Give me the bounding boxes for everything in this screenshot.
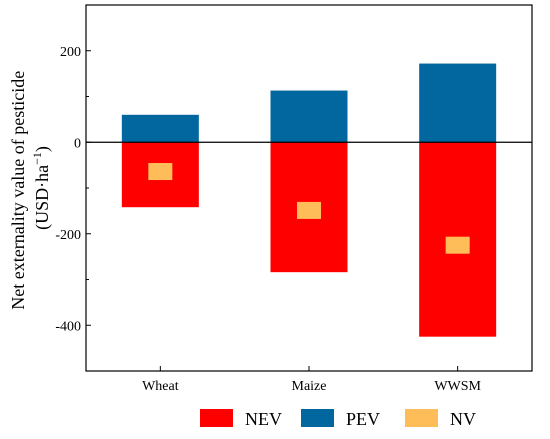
marker-nv-wheat	[148, 163, 173, 181]
y-tick-label: 200	[60, 45, 81, 60]
y-axis-label-line2-prefix: (USD·ha	[32, 165, 53, 230]
legend-swatch-pev	[301, 409, 334, 427]
legend-label-nv: NV	[450, 409, 476, 429]
y-axis-label-line2-sup: −1	[30, 152, 44, 165]
bar-pev-wheat	[121, 114, 199, 143]
x-tick-label-maize: Maize	[292, 379, 327, 394]
marker-nv-maize	[297, 201, 321, 219]
y-ticks: 200 0 -200 -400	[55, 45, 91, 334]
y-tick-label: -400	[55, 319, 81, 334]
bar-pev-maize	[270, 90, 348, 143]
marker-nv-wwsm	[445, 236, 470, 254]
bars-layer	[121, 63, 497, 337]
nv-markers-layer	[148, 163, 470, 254]
legend: NEV PEV NV	[200, 409, 476, 429]
y-axis-label-line2-suffix: )	[32, 146, 53, 152]
legend-label-pev: PEV	[346, 409, 380, 429]
y-axis-label-line1: Net externality value of pesticide	[8, 71, 28, 310]
y-axis-label-line2: (USD·ha−1)	[30, 146, 53, 230]
x-ticks: Wheat Maize WWSM	[142, 366, 482, 394]
x-tick-label-wheat: Wheat	[142, 379, 179, 394]
y-tick-label: -200	[55, 228, 81, 243]
bar-pev-wwsm	[419, 63, 497, 143]
y-tick-label: 0	[74, 136, 81, 151]
x-tick-label-wwsm: WWSM	[434, 379, 481, 394]
legend-swatch-nev	[200, 409, 233, 427]
legend-swatch-nv	[405, 409, 438, 427]
legend-label-nev: NEV	[245, 409, 282, 429]
y-axis-label: Net externality value of pesticide (USD·…	[8, 66, 53, 309]
